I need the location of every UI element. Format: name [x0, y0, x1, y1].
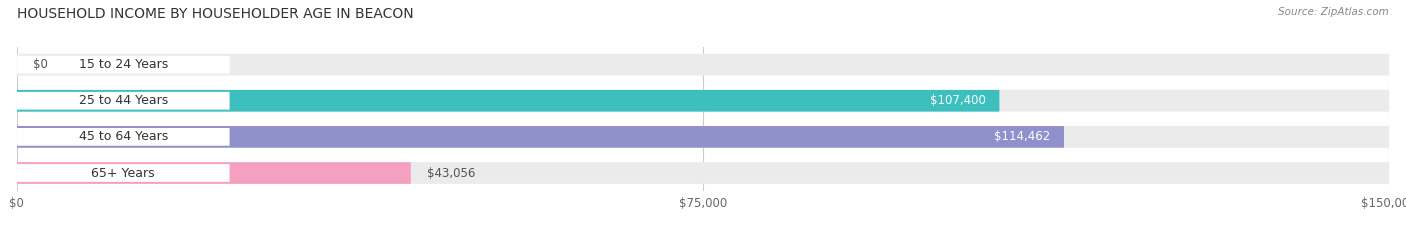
PathPatch shape: [17, 162, 411, 184]
PathPatch shape: [17, 128, 229, 146]
Text: 65+ Years: 65+ Years: [91, 167, 155, 179]
PathPatch shape: [17, 164, 229, 182]
Text: $107,400: $107,400: [929, 94, 986, 107]
Text: 45 to 64 Years: 45 to 64 Years: [79, 130, 167, 143]
Text: Source: ZipAtlas.com: Source: ZipAtlas.com: [1278, 7, 1389, 17]
Text: 25 to 44 Years: 25 to 44 Years: [79, 94, 167, 107]
Text: $0: $0: [34, 58, 48, 71]
PathPatch shape: [17, 92, 229, 110]
Text: 15 to 24 Years: 15 to 24 Years: [79, 58, 167, 71]
Text: $43,056: $43,056: [427, 167, 475, 179]
PathPatch shape: [17, 126, 1389, 148]
PathPatch shape: [17, 54, 1389, 75]
PathPatch shape: [17, 126, 1064, 148]
Text: HOUSEHOLD INCOME BY HOUSEHOLDER AGE IN BEACON: HOUSEHOLD INCOME BY HOUSEHOLDER AGE IN B…: [17, 7, 413, 21]
PathPatch shape: [17, 56, 229, 74]
Text: $114,462: $114,462: [994, 130, 1050, 143]
PathPatch shape: [17, 162, 1389, 184]
PathPatch shape: [17, 90, 1389, 112]
PathPatch shape: [17, 90, 1000, 112]
